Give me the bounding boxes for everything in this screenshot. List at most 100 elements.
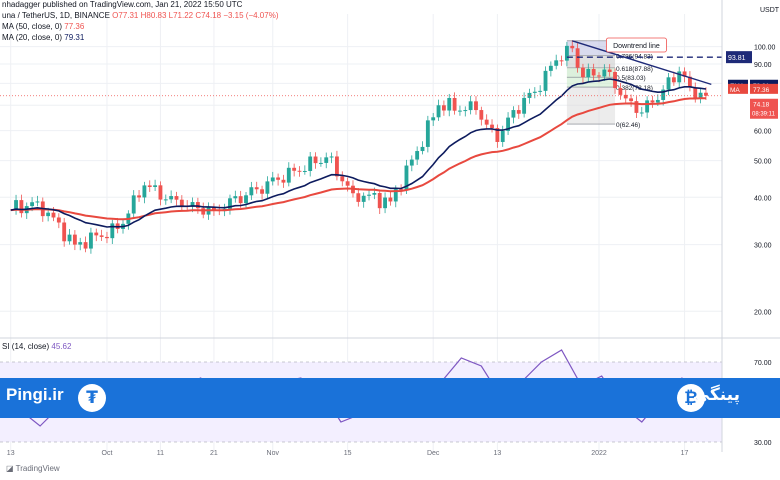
y-tick-label: 30.00 — [754, 243, 772, 250]
x-tick-label: 13 — [493, 450, 501, 457]
candle-body — [195, 202, 200, 209]
candle-body — [228, 198, 232, 209]
candle-body — [479, 110, 484, 120]
series-value-tag — [750, 83, 778, 94]
candle-body — [67, 234, 72, 242]
resistance-tag — [726, 51, 752, 64]
fib-zone — [566, 67, 616, 78]
candle-body — [142, 185, 147, 198]
candle-body — [436, 105, 441, 118]
candle-body — [78, 242, 83, 245]
tradingview-icon: ◪ — [6, 464, 16, 473]
annotations: 93.81 Downtrend line — [0, 37, 752, 97]
time-axis: 13 Oct 11 21 Nov 15 Dec 13 2022 17 — [7, 450, 689, 457]
candle-body — [564, 45, 569, 61]
candle-body — [14, 200, 18, 211]
candle-body — [356, 193, 361, 202]
candle-body — [500, 130, 505, 142]
candle-body — [83, 242, 88, 249]
x-tick-label: 2022 — [591, 450, 607, 457]
ma-legend-value: 77.36 — [64, 22, 85, 31]
resistance-value: 93.81 — [728, 55, 746, 62]
candle-body — [46, 212, 51, 217]
candle-body — [190, 202, 195, 207]
x-tick-label: Oct — [102, 450, 113, 457]
candle-body — [51, 212, 56, 218]
candle-body — [575, 48, 580, 68]
candle-body — [522, 97, 527, 114]
series-name-tag — [728, 83, 748, 94]
candle-body — [634, 101, 639, 113]
candle-body — [302, 170, 307, 172]
candle-body — [260, 189, 264, 194]
fib-level-label: 0.382(78.18) — [616, 85, 653, 92]
candle-body — [474, 101, 478, 111]
candle-body — [110, 223, 115, 239]
candle-body — [62, 222, 67, 242]
candle-body — [415, 151, 420, 160]
tradingview-logo[interactable]: ◪ TradingView — [6, 464, 60, 473]
candle-body — [586, 69, 591, 78]
candle-body — [441, 105, 446, 111]
y-tick-label: 20.00 — [754, 309, 772, 316]
y-tick-label: 40.00 — [754, 195, 772, 202]
bitcoin-icon: ₿ — [677, 384, 705, 412]
candle-body — [639, 112, 644, 114]
rsi-legend-label: SI (14, close) — [2, 342, 50, 351]
downtrend-line — [572, 40, 712, 86]
candle-body — [463, 110, 468, 112]
candle-body — [35, 201, 40, 203]
candle-body — [318, 162, 323, 164]
symbol-line: una / TetherUS, 1D, BINANCE O77.31 H80.8… — [2, 11, 278, 20]
rsi-legend: SI (14, close) 45.62 — [2, 342, 71, 351]
candle-body — [682, 71, 687, 77]
candle-body — [131, 195, 136, 214]
ema-line — [10, 78, 707, 228]
candle-body — [388, 197, 393, 202]
candle-body — [490, 124, 494, 128]
candle-body — [704, 92, 708, 96]
candle-body — [335, 156, 339, 177]
candle-body — [270, 177, 275, 182]
candle-body — [532, 91, 537, 93]
candle-body — [687, 76, 692, 88]
symbol-label: una / TetherUS, 1D, BINANCE — [2, 11, 110, 20]
countdown-value: 08:39:11 — [752, 112, 776, 118]
candle-body — [286, 167, 291, 183]
candle-body — [276, 177, 281, 180]
ema-legend-label: MA (20, close, 0) — [2, 33, 63, 42]
tradingview-label: TradingView — [15, 464, 60, 473]
ma-line — [10, 97, 707, 221]
candle-body — [367, 194, 371, 196]
candle-body — [591, 69, 596, 76]
series-name: MA — [730, 87, 740, 94]
candle-body — [431, 117, 436, 121]
rsi-legend-value: 45.62 — [51, 342, 72, 351]
brand-left-text: Pingi.ir — [6, 385, 64, 404]
candle-body — [147, 185, 152, 187]
candle-body — [313, 156, 318, 164]
candle-body — [169, 196, 174, 200]
candle-body — [581, 67, 585, 78]
candle-body — [297, 170, 302, 172]
annotation-box — [606, 37, 667, 53]
ma-legend-label: MA (50, close, 0) — [2, 22, 63, 31]
candle-body — [361, 195, 366, 202]
current-price-value: 74.18 — [753, 102, 770, 109]
candle-body — [602, 69, 607, 77]
candle-body — [607, 69, 612, 73]
candle-body — [399, 189, 404, 191]
x-tick-label: 11 — [157, 450, 164, 457]
ohlc-values: O77.31 H80.83 L71.22 C74.18 −3.15 (−4.07… — [112, 11, 279, 20]
candle-body — [570, 45, 575, 49]
candle-body — [233, 196, 238, 199]
ema-legend-value: 79.31 — [64, 33, 85, 42]
x-tick-label: 15 — [344, 450, 352, 457]
candle-body — [137, 195, 141, 198]
candle-body — [249, 187, 254, 196]
candle-body — [158, 185, 163, 200]
candle-body — [650, 100, 655, 103]
candle-body — [404, 165, 409, 191]
candle-body — [409, 159, 414, 166]
candle-body — [693, 87, 698, 98]
